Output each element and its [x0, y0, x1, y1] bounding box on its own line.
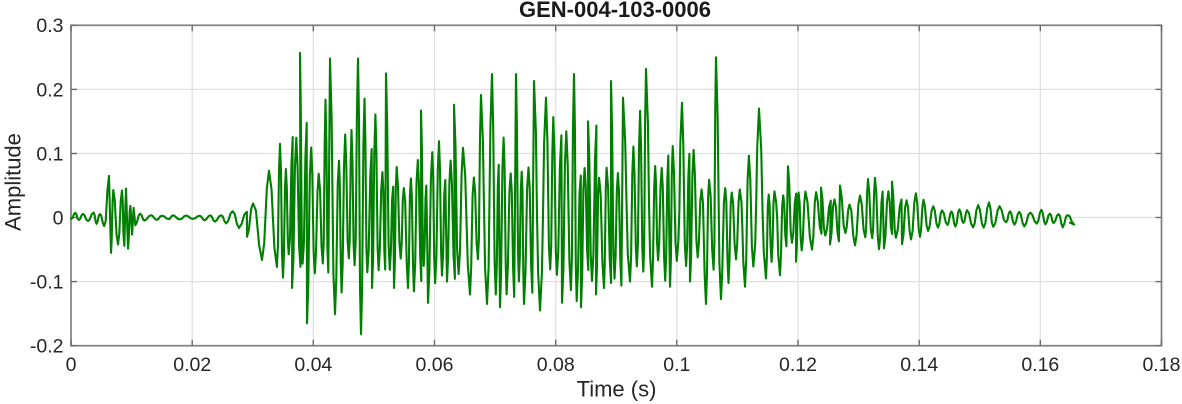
- svg-text:GEN-004-103-0006: GEN-004-103-0006: [519, 0, 711, 22]
- svg-text:0: 0: [53, 207, 64, 229]
- svg-text:0.08: 0.08: [537, 354, 575, 376]
- svg-text:0.14: 0.14: [900, 354, 938, 376]
- svg-text:-0.1: -0.1: [30, 272, 64, 294]
- svg-text:0.2: 0.2: [36, 79, 63, 101]
- svg-text:0: 0: [66, 354, 77, 376]
- svg-text:0.06: 0.06: [416, 354, 454, 376]
- svg-text:0.02: 0.02: [173, 354, 211, 376]
- svg-text:0.18: 0.18: [1143, 354, 1181, 376]
- svg-text:0.1: 0.1: [36, 143, 63, 165]
- svg-text:0.04: 0.04: [294, 354, 332, 376]
- svg-text:Amplitude: Amplitude: [1, 133, 26, 231]
- svg-text:Time (s): Time (s): [577, 377, 657, 402]
- svg-text:-0.2: -0.2: [30, 336, 64, 358]
- svg-text:0.1: 0.1: [663, 354, 690, 376]
- svg-text:0.3: 0.3: [36, 15, 63, 37]
- svg-text:0.16: 0.16: [1021, 354, 1059, 376]
- svg-text:0.12: 0.12: [779, 354, 817, 376]
